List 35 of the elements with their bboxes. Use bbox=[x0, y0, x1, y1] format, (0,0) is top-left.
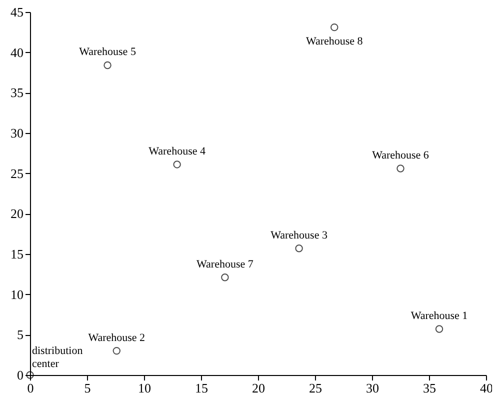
point bbox=[330, 23, 338, 32]
annotation: Warehouse 4 bbox=[148, 145, 206, 158]
point bbox=[221, 274, 229, 282]
y-tick-label: 25 bbox=[10, 166, 24, 181]
annotation: Warehouse 1 bbox=[410, 310, 468, 322]
x-tick-label: 10 bbox=[138, 380, 151, 396]
y-tick-label: 5 bbox=[17, 327, 24, 342]
x-tick-label: 5 bbox=[84, 380, 91, 396]
x-tick-label: 20 bbox=[252, 380, 265, 396]
y-tick-label: 30 bbox=[10, 126, 24, 140]
y-tick-label: 0 bbox=[17, 368, 24, 382]
point bbox=[104, 61, 112, 70]
y-tick-label: 40 bbox=[10, 44, 24, 60]
point bbox=[112, 346, 120, 355]
point bbox=[435, 325, 444, 333]
x-tick-label: 0 bbox=[27, 380, 34, 396]
point bbox=[173, 160, 181, 168]
annotation: Warehouse 7 bbox=[196, 258, 254, 270]
annotation: Warehouse 5 bbox=[79, 46, 136, 58]
point bbox=[295, 244, 303, 252]
y-tick-label: 10 bbox=[10, 286, 24, 302]
x-tick-label: 25 bbox=[309, 380, 322, 396]
annotation: Warehouse 3 bbox=[270, 229, 328, 242]
y-tick-label: 20 bbox=[10, 206, 24, 222]
y-tick-label: 45 bbox=[10, 4, 24, 20]
point bbox=[396, 164, 404, 172]
annotation: Warehouse 6 bbox=[372, 149, 430, 162]
x-tick-label: 30 bbox=[366, 380, 379, 396]
y-tick-label: 35 bbox=[10, 85, 24, 100]
x-tick-label: 15 bbox=[195, 380, 208, 396]
annotation: Warehouse 2 bbox=[88, 332, 146, 344]
x-tick-label: 35 bbox=[423, 380, 436, 396]
annotation: Warehouse 8 bbox=[306, 35, 364, 48]
y-tick-label: 15 bbox=[10, 246, 24, 262]
annotation: distribution center bbox=[32, 345, 84, 370]
